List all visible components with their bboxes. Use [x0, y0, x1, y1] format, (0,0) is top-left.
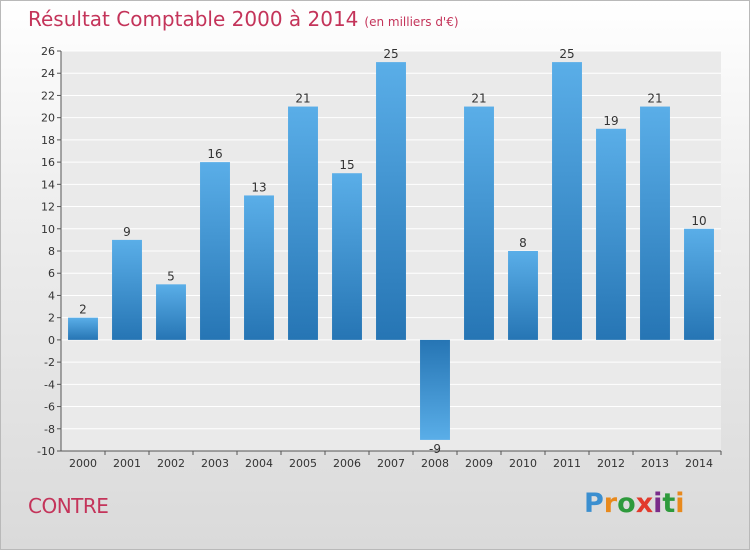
x-tick-label: 2012: [597, 457, 625, 470]
bar: [640, 106, 670, 340]
data-label: 10: [691, 214, 706, 228]
y-tick-label: 16: [41, 156, 55, 169]
x-tick-label: 2005: [289, 457, 317, 470]
y-tick-label: -6: [44, 401, 55, 414]
logo-letter: i: [675, 488, 685, 519]
bar: [508, 251, 538, 340]
y-tick-label: -10: [37, 445, 55, 458]
chart-title: Résultat Comptable 2000 à 2014 (en millie…: [28, 7, 459, 31]
bar: [552, 62, 582, 340]
data-label: 9: [123, 225, 131, 239]
bar: [68, 317, 98, 340]
bar: [420, 339, 450, 440]
data-label: 21: [471, 92, 486, 106]
x-tick-label: 2011: [553, 457, 581, 470]
y-tick-label: 6: [48, 267, 55, 280]
data-label: 13: [251, 180, 266, 194]
chart-title-text: Résultat Comptable 2000 à 2014: [28, 7, 359, 31]
x-tick-label: 2001: [113, 457, 141, 470]
x-tick-label: 2006: [333, 457, 361, 470]
bar: [244, 195, 274, 340]
commune-name: CONTRE: [28, 494, 109, 518]
x-tick-label: 2002: [157, 457, 185, 470]
bar: [200, 162, 230, 340]
bar: [332, 173, 362, 340]
bar: [464, 106, 494, 340]
x-tick-label: 2009: [465, 457, 493, 470]
y-tick-label: 14: [41, 178, 55, 191]
bar: [112, 239, 142, 340]
x-tick-label: 2000: [69, 457, 97, 470]
x-tick-label: 2007: [377, 457, 405, 470]
data-label: 8: [519, 236, 527, 250]
proxiti-logo: Proxiti: [584, 488, 685, 519]
y-tick-label: 22: [41, 89, 55, 102]
bar: [376, 62, 406, 340]
logo-letter: x: [635, 488, 654, 519]
y-tick-label: 12: [41, 201, 55, 214]
logo-letter: t: [662, 488, 676, 519]
bar: [156, 284, 186, 340]
x-tick-label: 2004: [245, 457, 273, 470]
y-tick-label: 10: [41, 223, 55, 236]
data-label: 2: [79, 303, 87, 317]
y-tick-label: -4: [44, 378, 55, 391]
y-tick-label: 24: [41, 67, 55, 80]
data-label: 25: [383, 47, 398, 61]
logo-letter: i: [653, 488, 663, 519]
logo-letter: P: [584, 488, 604, 519]
y-tick-label: 20: [41, 112, 55, 125]
logo-letter: r: [603, 488, 618, 519]
y-tick-label: 8: [48, 245, 55, 258]
logo-letter: o: [617, 488, 636, 519]
data-label: 21: [647, 92, 662, 106]
y-tick-label: -2: [44, 356, 55, 369]
y-tick-label: 0: [48, 334, 55, 347]
bar: [684, 228, 714, 340]
data-label: 21: [295, 92, 310, 106]
y-tick-label: 18: [41, 134, 55, 147]
data-label: 5: [167, 269, 175, 283]
chart-subtitle: (en milliers d'€): [364, 15, 459, 29]
data-label: 15: [339, 158, 354, 172]
x-tick-label: 2008: [421, 457, 449, 470]
y-tick-label: 26: [41, 45, 55, 58]
x-tick-label: 2003: [201, 457, 229, 470]
data-label: 19: [603, 114, 618, 128]
data-label: 25: [559, 47, 574, 61]
x-tick-label: 2013: [641, 457, 669, 470]
bar: [288, 106, 318, 340]
y-tick-label: 2: [48, 312, 55, 325]
x-tick-label: 2014: [685, 457, 713, 470]
data-label: -9: [429, 442, 441, 456]
bar: [596, 128, 626, 340]
y-tick-label: 4: [48, 289, 55, 302]
data-label: 16: [207, 147, 222, 161]
y-tick-label: -8: [44, 423, 55, 436]
x-tick-label: 2010: [509, 457, 537, 470]
